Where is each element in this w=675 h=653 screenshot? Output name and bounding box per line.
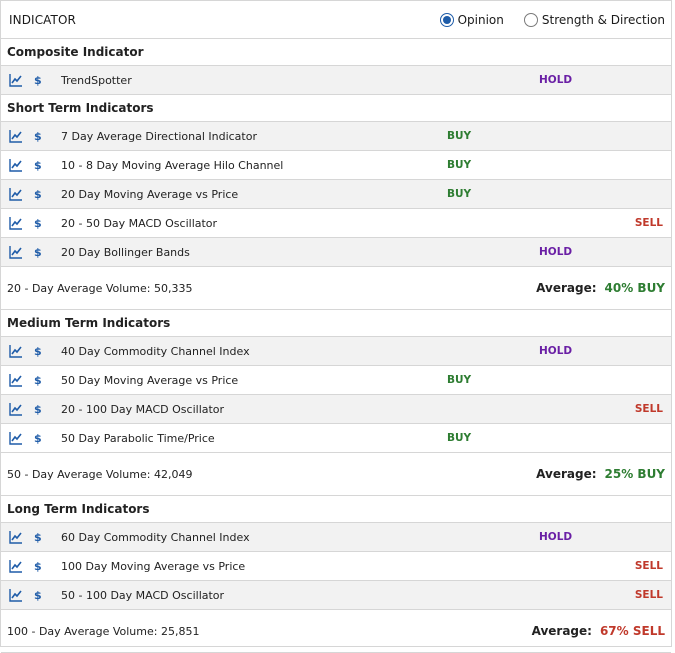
signal-buy-badge: BUY — [447, 130, 472, 142]
indicator-name: 7 Day Average Directional Indicator — [61, 129, 257, 143]
dollar-icon[interactable]: $ — [34, 344, 42, 358]
signal-hold-badge: HOLD — [539, 531, 573, 543]
radio-unselected-icon[interactable] — [523, 12, 538, 27]
line-chart-icon[interactable] — [9, 158, 23, 172]
indicator-row[interactable]: $20 Day Bollinger Bands HOLD — [1, 238, 671, 267]
indicator-header: INDICATOR Opinion Strength & Direction — [1, 1, 671, 39]
average-volume: 50 - Day Average Volume: 42,049 — [7, 467, 193, 481]
indicator-row[interactable]: $100 Day Moving Average vs Price SELL — [1, 552, 671, 581]
composite-heading: Composite Indicator — [1, 39, 671, 66]
signal-buy-badge: BUY — [447, 159, 472, 171]
dollar-icon[interactable]: $ — [34, 129, 42, 143]
indicator-name: 60 Day Commodity Channel Index — [61, 530, 250, 544]
long-term-average-row: 100 - Day Average Volume: 25,851 Average:… — [1, 610, 671, 653]
indicator-row[interactable]: $20 - 100 Day MACD Oscillator SELL — [1, 395, 671, 424]
dollar-icon[interactable]: $ — [34, 187, 42, 201]
average-summary: Average: 40% BUY — [536, 281, 665, 295]
indicator-row[interactable]: $50 Day Parabolic Time/Price BUY — [1, 424, 671, 453]
indicator-row[interactable]: $50 Day Moving Average vs Price BUY — [1, 366, 671, 395]
signal-buy-badge: BUY — [447, 374, 472, 386]
indicator-name: 20 Day Bollinger Bands — [61, 245, 190, 259]
line-chart-icon[interactable] — [9, 187, 23, 201]
signal-buy-badge: BUY — [447, 188, 472, 200]
signal-hold-badge: HOLD — [539, 345, 573, 357]
average-value: 40% BUY — [604, 281, 665, 295]
indicator-row[interactable]: $60 Day Commodity Channel Index HOLD — [1, 523, 671, 552]
average-label: Average: — [531, 624, 592, 638]
dollar-icon[interactable]: $ — [34, 216, 42, 230]
average-value: 67% SELL — [599, 624, 665, 638]
line-chart-icon[interactable] — [9, 402, 23, 416]
short-term-average-row: 20 - Day Average Volume: 50,335 Average: 4… — [1, 267, 671, 310]
medium-term-heading: Medium Term Indicators — [1, 310, 671, 337]
indicator-row[interactable]: $50 - 100 Day MACD Oscillator SELL — [1, 581, 671, 610]
line-chart-icon[interactable] — [9, 216, 23, 230]
short-term-heading: Short Term Indicators — [1, 95, 671, 122]
dollar-icon[interactable]: $ — [34, 588, 42, 602]
average-value: 25% BUY — [604, 467, 665, 481]
average-summary: Average: 25% BUY — [536, 467, 665, 481]
indicator-name: 20 Day Moving Average vs Price — [61, 187, 239, 201]
signal-buy-badge: BUY — [447, 432, 472, 444]
indicator-name: 20 - 50 Day MACD Oscillator — [61, 216, 218, 230]
dollar-icon[interactable]: $ — [34, 402, 42, 416]
dollar-icon[interactable]: $ — [34, 373, 42, 387]
indicator-name: 50 Day Parabolic Time/Price — [61, 431, 215, 445]
dollar-icon[interactable]: $ — [34, 559, 42, 573]
indicator-name: 50 - 100 Day MACD Oscillator — [61, 588, 225, 602]
indicator-sections: Composite Indicator $ TrendSpotter HOLD Shor… — [1, 39, 671, 653]
indicator-name: 10 - 8 Day Moving Average Hilo Channel — [61, 158, 284, 172]
view-mode-radios: Opinion Strength & Direction — [439, 12, 671, 27]
signal-hold-badge: HOLD — [539, 74, 573, 86]
average-label: Average: — [536, 281, 597, 295]
long-term-heading: Long Term Indicators — [1, 496, 671, 523]
indicator-name: 100 Day Moving Average vs Price — [61, 559, 246, 573]
indicator-row[interactable]: $20 - 50 Day MACD Oscillator SELL — [1, 209, 671, 238]
line-chart-icon[interactable] — [9, 129, 23, 143]
dollar-icon[interactable]: $ — [34, 431, 42, 445]
signal-sell-badge: SELL — [634, 589, 663, 601]
line-chart-icon[interactable] — [9, 559, 23, 573]
signal-sell-badge: SELL — [634, 403, 663, 415]
indicator-row[interactable]: $10 - 8 Day Moving Average Hilo Channel B… — [1, 151, 671, 180]
line-chart-icon[interactable] — [9, 373, 23, 387]
indicator-row[interactable]: $20 Day Moving Average vs Price BUY — [1, 180, 671, 209]
opinion-radio[interactable]: Opinion — [439, 12, 504, 27]
line-chart-icon[interactable] — [9, 588, 23, 602]
indicator-name: 20 - 100 Day MACD Oscillator — [61, 402, 225, 416]
dollar-icon[interactable]: $ — [34, 158, 42, 172]
average-label: Average: — [536, 467, 597, 481]
indicator-name: 50 Day Moving Average vs Price — [61, 373, 239, 387]
indicator-row[interactable]: $40 Day Commodity Channel Index HOLD — [1, 337, 671, 366]
indicator-name: TrendSpotter — [61, 73, 132, 87]
signal-hold-badge: HOLD — [539, 246, 573, 258]
average-volume: 100 - Day Average Volume: 25,851 — [7, 624, 200, 638]
strength-direction-radio[interactable]: Strength & Direction — [523, 12, 665, 27]
signal-sell-badge: SELL — [634, 217, 663, 229]
line-chart-icon[interactable] — [9, 245, 23, 259]
medium-term-average-row: 50 - Day Average Volume: 42,049 Average: 2… — [1, 453, 671, 496]
indicator-name: 40 Day Commodity Channel Index — [61, 344, 250, 358]
dollar-icon[interactable]: $ — [34, 245, 42, 259]
radio-selected-icon[interactable] — [439, 12, 454, 27]
indicator-title: INDICATOR — [9, 12, 76, 27]
line-chart-icon[interactable] — [9, 73, 23, 87]
dollar-icon[interactable]: $ — [34, 73, 42, 87]
opinion-radio-label: Opinion — [457, 12, 504, 27]
dollar-icon[interactable]: $ — [34, 530, 42, 544]
indicator-row[interactable]: $ TrendSpotter HOLD — [1, 66, 671, 95]
strength-direction-radio-label: Strength & Direction — [541, 12, 665, 27]
average-summary: Average: 67% SELL — [532, 624, 665, 638]
line-chart-icon[interactable] — [9, 530, 23, 544]
signal-sell-badge: SELL — [634, 560, 663, 572]
indicator-row[interactable]: $7 Day Average Directional Indicator BUY — [1, 122, 671, 151]
line-chart-icon[interactable] — [9, 344, 23, 358]
average-volume: 20 - Day Average Volume: 50,335 — [7, 281, 193, 295]
line-chart-icon[interactable] — [9, 431, 23, 445]
